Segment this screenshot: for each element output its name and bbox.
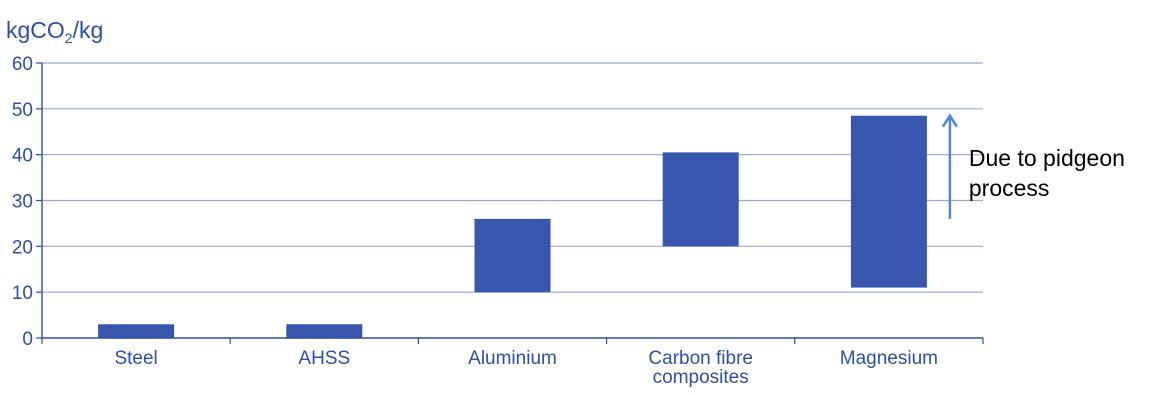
y-tick-labels: 0 10 20 30 40 50 60 [12, 54, 42, 350]
y-tick-label: 0 [22, 329, 33, 350]
x-category-label: Carbon fibre [648, 348, 753, 369]
x-category-label: Magnesium [840, 348, 938, 369]
bar [98, 324, 175, 338]
bars [98, 115, 927, 338]
annotation-text: Due to pidgeon [969, 145, 1125, 171]
bar [286, 324, 363, 338]
y-tick-label: 60 [12, 54, 33, 75]
x-category-label: Steel [114, 348, 157, 369]
bar [474, 218, 551, 293]
y-axis-unit-label: kgCO2/kg [6, 17, 103, 46]
bar [662, 152, 739, 247]
x-category-label: AHSS [298, 348, 350, 369]
x-category-label: composites [653, 367, 749, 388]
y-tick-label: 40 [12, 146, 33, 167]
bar [850, 115, 927, 288]
y-tick-label: 20 [12, 237, 33, 258]
axes [41, 63, 984, 344]
x-category-label: Aluminium [468, 348, 557, 369]
y-tick-label: 50 [12, 100, 33, 121]
annotation: Due to pidgeon process [941, 113, 1125, 219]
annotation-arrow-head [941, 113, 958, 128]
annotation-text: process [969, 175, 1050, 201]
y-tick-label: 10 [12, 283, 33, 304]
gridlines [42, 62, 983, 293]
y-tick-label: 30 [12, 192, 33, 213]
x-category-labels: Steel AHSS Aluminium Carbon fibrecomposites… [114, 348, 938, 388]
